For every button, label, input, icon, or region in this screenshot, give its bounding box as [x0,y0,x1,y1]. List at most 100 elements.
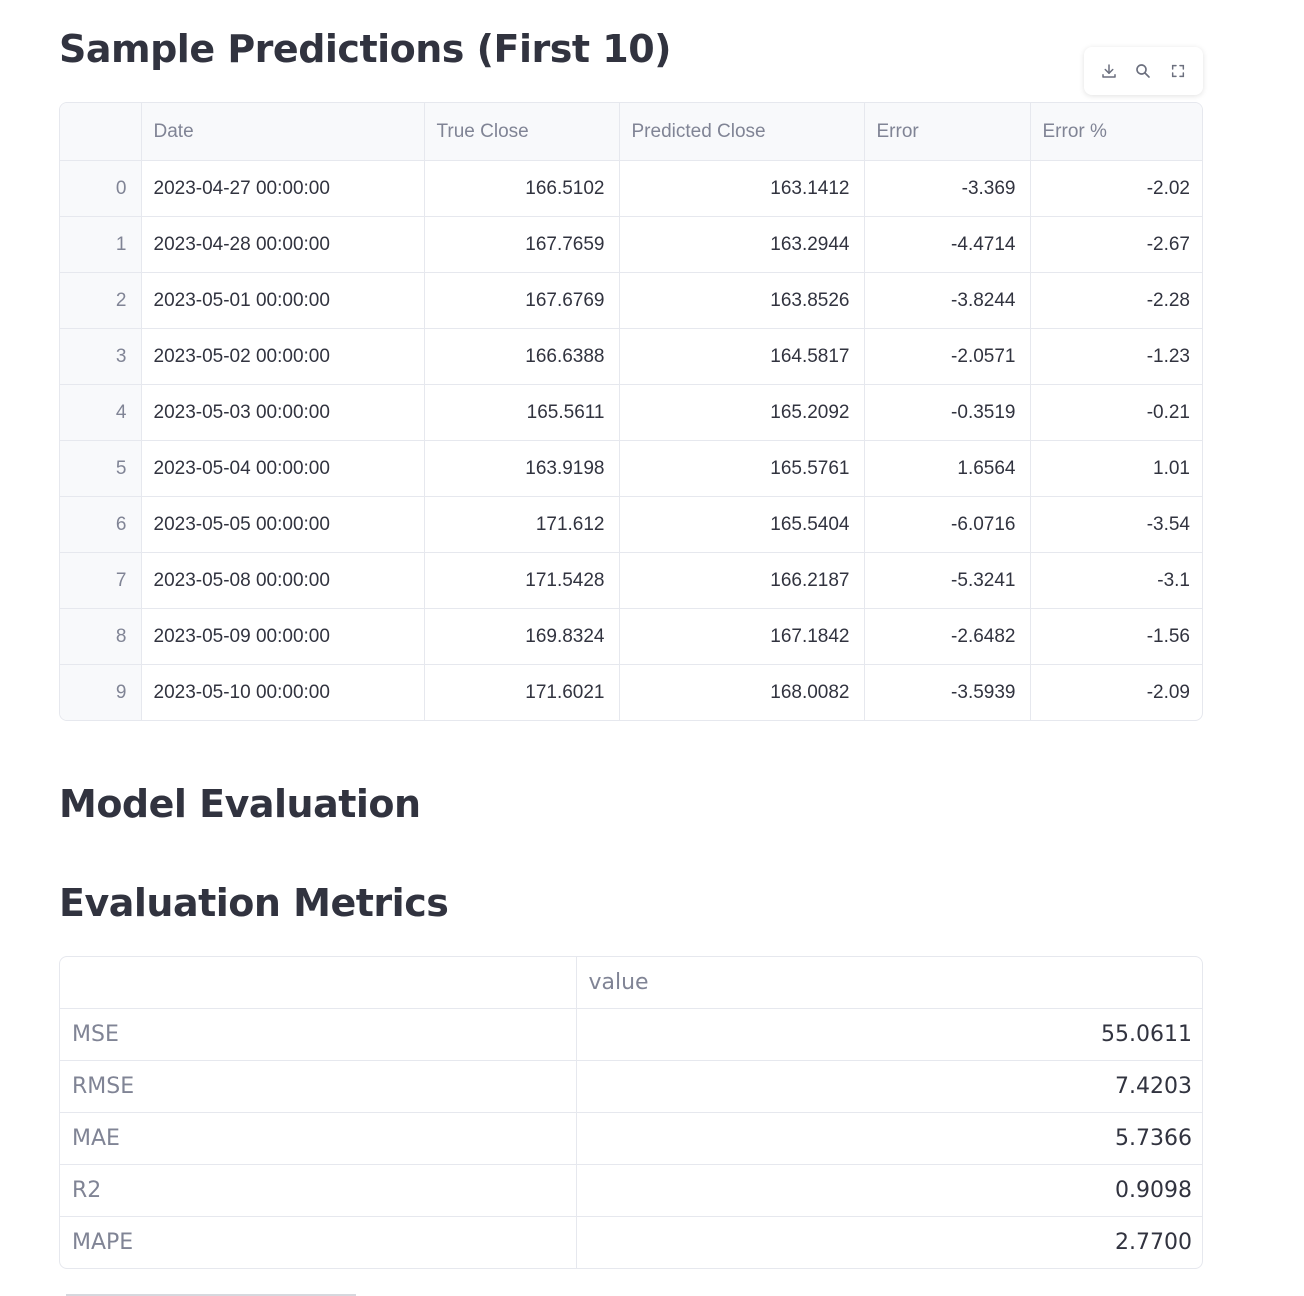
table-row[interactable]: 5 2023-05-04 00:00:00 163.9198 165.5761 1.65… [60,440,1202,497]
model-evaluation-title: Model Evaluation [59,782,421,826]
metrics-row: MAE 5.7366 [60,1112,1202,1165]
cell-index[interactable]: 3 [60,328,142,385]
cell-true-close[interactable]: 169.8324 [424,608,620,665]
metrics-row: MSE 55.0611 [60,1008,1202,1061]
metrics-header-row: value [60,957,1202,1009]
fullscreen-icon[interactable] [1166,59,1190,83]
metric-value: 7.4203 [576,1060,1202,1113]
cell-true-close[interactable]: 171.612 [424,496,620,553]
cell-error[interactable]: -3.8244 [864,272,1031,329]
cell-index[interactable]: 8 [60,608,142,665]
cell-predicted-close[interactable]: 167.1842 [619,608,865,665]
cell-true-close[interactable]: 171.6021 [424,664,620,720]
cell-error-pct[interactable]: -2.09 [1146,681,1190,703]
cell-error[interactable]: -2.6482 [864,608,1031,665]
cell-date[interactable]: 2023-04-27 00:00:00 [141,160,425,217]
cell-true-close[interactable]: 165.5611 [424,384,620,441]
cell-date[interactable]: 2023-04-28 00:00:00 [141,216,425,273]
sample-predictions-title: Sample Predictions (First 10) [59,27,672,71]
metric-name: MSE [60,1008,577,1061]
cell-error-pct[interactable]: 1.01 [1030,440,1202,497]
download-icon[interactable] [1097,59,1121,83]
cell-error-pct[interactable]: -3.54 [1030,496,1202,553]
cell-error[interactable]: -3.5939 [864,664,1031,720]
cell-date[interactable]: 2023-05-08 00:00:00 [141,552,425,609]
column-header-date[interactable]: Date [141,103,425,161]
column-header-error[interactable]: Error [864,103,1031,161]
cell-predicted-close[interactable]: 166.2187 [619,552,865,609]
table-row[interactable]: 0 2023-04-27 00:00:00 166.5102 163.1412 -3.3… [60,160,1202,217]
cell-error[interactable]: -2.0571 [864,328,1031,385]
cell-date[interactable]: 2023-05-05 00:00:00 [141,496,425,553]
cell-date[interactable]: 2023-05-01 00:00:00 [141,272,425,329]
metric-value: 0.9098 [576,1164,1202,1217]
column-header-index[interactable] [60,103,142,161]
table-row[interactable]: 8 2023-05-09 00:00:00 169.8324 167.1842 -2.6… [60,608,1202,665]
cell-index[interactable]: 4 [60,384,142,441]
cell-index[interactable]: 5 [60,440,142,497]
cell-date[interactable]: 2023-05-02 00:00:00 [141,328,425,385]
cell-index[interactable]: 6 [60,496,142,553]
cell-index[interactable]: 1 [60,216,142,273]
cell-date[interactable]: 2023-05-03 00:00:00 [141,384,425,441]
divider [66,1294,356,1296]
evaluation-metrics-title: Evaluation Metrics [59,881,449,925]
table-row[interactable]: 4 2023-05-03 00:00:00 165.5611 165.2092 -0.3… [60,384,1202,441]
cell-predicted-close[interactable]: 163.1412 [619,160,865,217]
cell-error[interactable]: -5.3241 [864,552,1031,609]
metrics-header-value: value [576,957,1202,1009]
cell-index[interactable]: 9 [60,664,142,720]
cell-error-pct[interactable]: -3.1 [1030,552,1202,609]
cell-error[interactable]: -4.4714 [864,216,1031,273]
table-row[interactable]: 2 2023-05-01 00:00:00 167.6769 163.8526 -3.8… [60,272,1202,329]
cell-error[interactable]: 1.6564 [864,440,1031,497]
cell-error-pct[interactable]: -2.02 [1030,160,1202,217]
metric-value: 2.7700 [1115,1230,1192,1255]
cell-true-close[interactable]: 163.9198 [424,440,620,497]
metrics-row: MAPE 2.7700 [60,1216,1202,1268]
cell-error[interactable]: -3.369 [864,160,1031,217]
predictions-table[interactable]: Date True Close Predicted Close Error Er… [59,102,1203,721]
cell-date[interactable]: 2023-05-09 00:00:00 [141,608,425,665]
cell-predicted-close[interactable]: 168.0082 [619,664,865,720]
cell-error-pct[interactable]: -2.28 [1030,272,1202,329]
cell-error-pct[interactable]: -0.21 [1030,384,1202,441]
cell-error[interactable]: -0.3519 [864,384,1031,441]
column-header-true-close[interactable]: True Close [424,103,620,161]
table-row[interactable]: 7 2023-05-08 00:00:00 171.5428 166.2187 -5.3… [60,552,1202,609]
cell-true-close[interactable]: 166.5102 [424,160,620,217]
cell-error-pct[interactable]: -1.56 [1030,608,1202,665]
cell-true-close[interactable]: 167.6769 [424,272,620,329]
table-row[interactable]: 1 2023-04-28 00:00:00 167.7659 163.2944 -4.4… [60,216,1202,273]
column-header-predicted-close[interactable]: Predicted Close [619,103,865,161]
cell-true-close[interactable]: 166.6388 [424,328,620,385]
table-header-row: Date True Close Predicted Close Error Er… [60,103,1202,161]
cell-predicted-close[interactable]: 164.5817 [619,328,865,385]
cell-error-pct[interactable]: -2.67 [1030,216,1202,273]
dataframe-toolbar [1084,47,1203,95]
cell-index[interactable]: 0 [60,160,142,217]
cell-predicted-close[interactable]: 165.5761 [619,440,865,497]
cell-predicted-close[interactable]: 163.8526 [619,272,865,329]
metric-name: MAPE [60,1216,577,1268]
cell-true-close[interactable]: 171.5428 [424,552,620,609]
column-header-error-pct[interactable]: Error % [1030,103,1202,161]
cell-date[interactable]: 2023-05-04 00:00:00 [141,440,425,497]
search-icon[interactable] [1131,59,1155,83]
metrics-row: R2 0.9098 [60,1164,1202,1217]
table-row[interactable]: 9 2023-05-10 00:00:00 171.6021 168.0082 -3.5… [60,664,1202,720]
table-row[interactable]: 6 2023-05-05 00:00:00 171.612 165.5404 -6.07… [60,496,1202,553]
cell-predicted-close[interactable]: 163.2944 [619,216,865,273]
cell-predicted-close[interactable]: 165.2092 [619,384,865,441]
cell-true-close[interactable]: 167.7659 [424,216,620,273]
cell-error-pct[interactable]: -1.23 [1030,328,1202,385]
cell-date[interactable]: 2023-05-10 00:00:00 [141,664,425,720]
cell-error[interactable]: -6.0716 [864,496,1031,553]
metrics-table: value MSE 55.0611 RMSE 7.4203 MAE 5.7366 R2 0.9… [59,956,1203,1269]
cell-predicted-close[interactable]: 165.5404 [619,496,865,553]
metric-name: MAE [60,1112,577,1165]
cell-index[interactable]: 7 [60,552,142,609]
cell-index[interactable]: 2 [60,272,142,329]
table-row[interactable]: 3 2023-05-02 00:00:00 166.6388 164.5817 -2.0… [60,328,1202,385]
